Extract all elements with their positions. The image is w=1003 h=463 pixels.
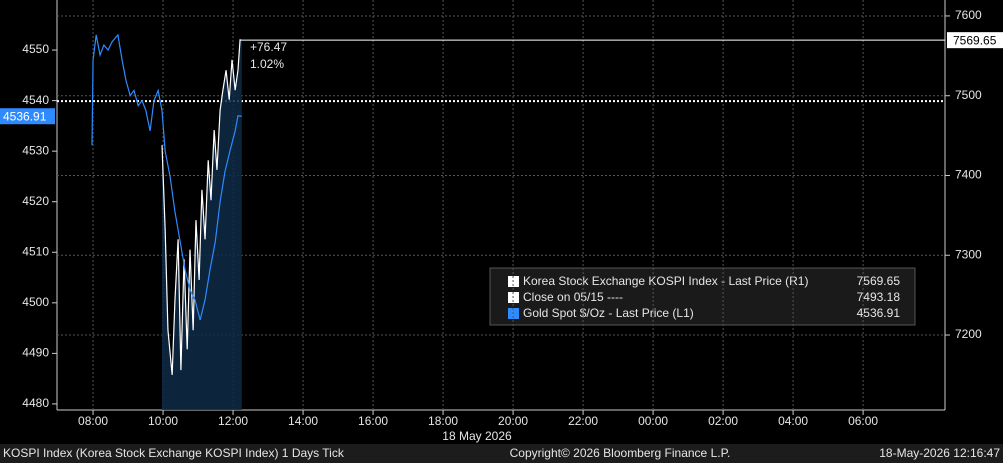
legend-value: 4536.91 [857,306,901,320]
y2-tick-label: 7200 [955,327,982,341]
legend: Korea Stock Exchange KOSPI Index - Last … [489,267,916,326]
y-tick-label: 4530 [22,143,49,157]
y-tick-label: 4500 [22,295,49,309]
price-tag [0,108,55,125]
footer-right: 18-May-2026 12:16:47 [879,446,1000,460]
legend-value: 7493.18 [857,290,901,304]
x-tick-label: 12:00 [218,414,248,428]
x-tick-label: 06:00 [848,414,878,428]
price-tag-label: 7569.65 [953,33,997,47]
x-tick-label: 16:00 [358,414,388,428]
x-tick-label: 14:00 [288,414,318,428]
y-tick-label: 4510 [22,244,49,258]
footer-left: KOSPI Index (Korea Stock Exchange KOSPI … [3,446,345,460]
y2-tick-label: 7400 [955,168,982,182]
x-tick-label: 22:00 [568,414,598,428]
pct-annotation: 1.02% [250,57,284,71]
footer-bar [0,444,1003,463]
area-fill [162,39,242,410]
footer-center: Copyright© 2026 Bloomberg Finance L.P. [510,446,731,460]
legend-box [489,267,916,326]
legend-label: Gold Spot $/Oz - Last Price (L1) [523,306,694,320]
change-annotation: +76.47 [250,40,287,54]
x-tick-label: 18:00 [428,414,458,428]
y2-tick-label: 7300 [955,247,982,261]
legend-label: Close on 05/15 ---- [523,290,623,304]
y-tick-label: 4540 [22,93,49,107]
price-tag-label: 4536.91 [3,109,47,123]
x-tick-label: 00:00 [638,414,668,428]
price-tag [947,32,1003,49]
x-tick-label: 04:00 [778,414,808,428]
date-label: 18 May 2026 [442,429,512,443]
y-tick-label: 4520 [22,194,49,208]
y-tick-label: 4550 [22,42,49,56]
x-tick-label: 08:00 [78,414,108,428]
y2-tick-label: 7500 [955,88,982,102]
legend-value: 7569.65 [857,274,901,288]
x-tick-label: 10:00 [148,414,178,428]
legend-label: Korea Stock Exchange KOSPI Index - Last … [523,274,808,288]
line-series [161,39,242,375]
y2-tick-label: 7600 [955,8,982,22]
line-series [91,33,242,321]
x-tick-label: 02:00 [708,414,738,428]
y-tick-label: 4480 [22,396,49,410]
y-tick-label: 4490 [22,346,49,360]
x-tick-label: 20:00 [498,414,528,428]
